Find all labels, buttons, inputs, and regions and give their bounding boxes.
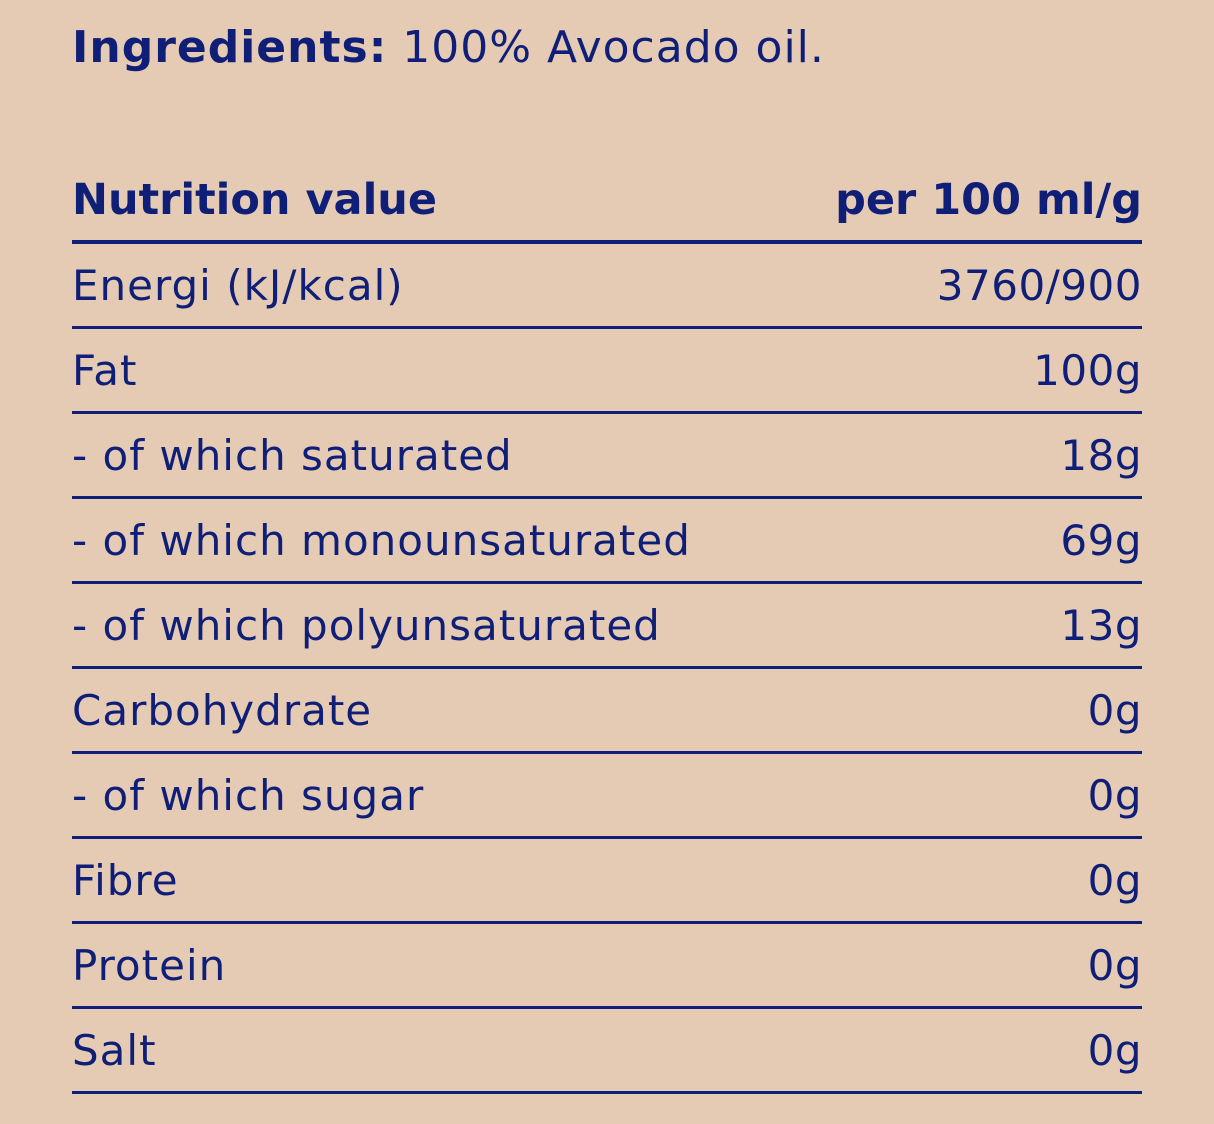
nutrient-value: 13g <box>1060 600 1142 650</box>
nutrient-name: Salt <box>72 1025 157 1075</box>
table-row: - of which saturated 18g <box>72 414 1142 499</box>
nutrient-name: - of which monounsaturated <box>72 515 691 565</box>
nutrient-name: Fibre <box>72 855 179 905</box>
nutrient-value: 18g <box>1060 430 1142 480</box>
table-row: - of which sugar 0g <box>72 754 1142 839</box>
nutrition-table: Nutrition value per 100 ml/g Energi (kJ/… <box>72 160 1142 1094</box>
nutrient-name: Fat <box>72 345 138 395</box>
nutrient-name: Energi (kJ/kcal) <box>72 260 404 310</box>
nutrient-value: 100g <box>1033 345 1142 395</box>
header-value: per 100 ml/g <box>835 175 1142 225</box>
nutrient-value: 0g <box>1087 940 1142 990</box>
ingredients-text: 100% Avocado oil. <box>387 22 825 73</box>
table-row: Fibre 0g <box>72 839 1142 924</box>
nutrient-name: Carbohydrate <box>72 685 373 735</box>
nutrient-name: - of which polyunsaturated <box>72 600 661 650</box>
table-row: Salt 0g <box>72 1009 1142 1094</box>
table-row: Carbohydrate 0g <box>72 669 1142 754</box>
ingredients-label: Ingredients: <box>72 22 388 73</box>
nutrient-value: 69g <box>1060 515 1142 565</box>
table-row: Protein 0g <box>72 924 1142 1009</box>
table-row: Fat 100g <box>72 329 1142 414</box>
nutrient-name: - of which sugar <box>72 770 425 820</box>
nutrient-value: 3760/900 <box>936 260 1142 310</box>
table-row: - of which monounsaturated 69g <box>72 499 1142 584</box>
nutrition-table-header: Nutrition value per 100 ml/g <box>72 160 1142 244</box>
ingredients-line: Ingredients: 100% Avocado oil. <box>72 22 825 73</box>
table-row: Energi (kJ/kcal) 3760/900 <box>72 244 1142 329</box>
header-name: Nutrition value <box>72 175 438 225</box>
nutrient-value: 0g <box>1087 855 1142 905</box>
nutrient-value: 0g <box>1087 1025 1142 1075</box>
nutrient-value: 0g <box>1087 685 1142 735</box>
nutrient-name: Protein <box>72 940 227 990</box>
nutrient-value: 0g <box>1087 770 1142 820</box>
table-row: - of which polyunsaturated 13g <box>72 584 1142 669</box>
nutrient-name: - of which saturated <box>72 430 513 480</box>
